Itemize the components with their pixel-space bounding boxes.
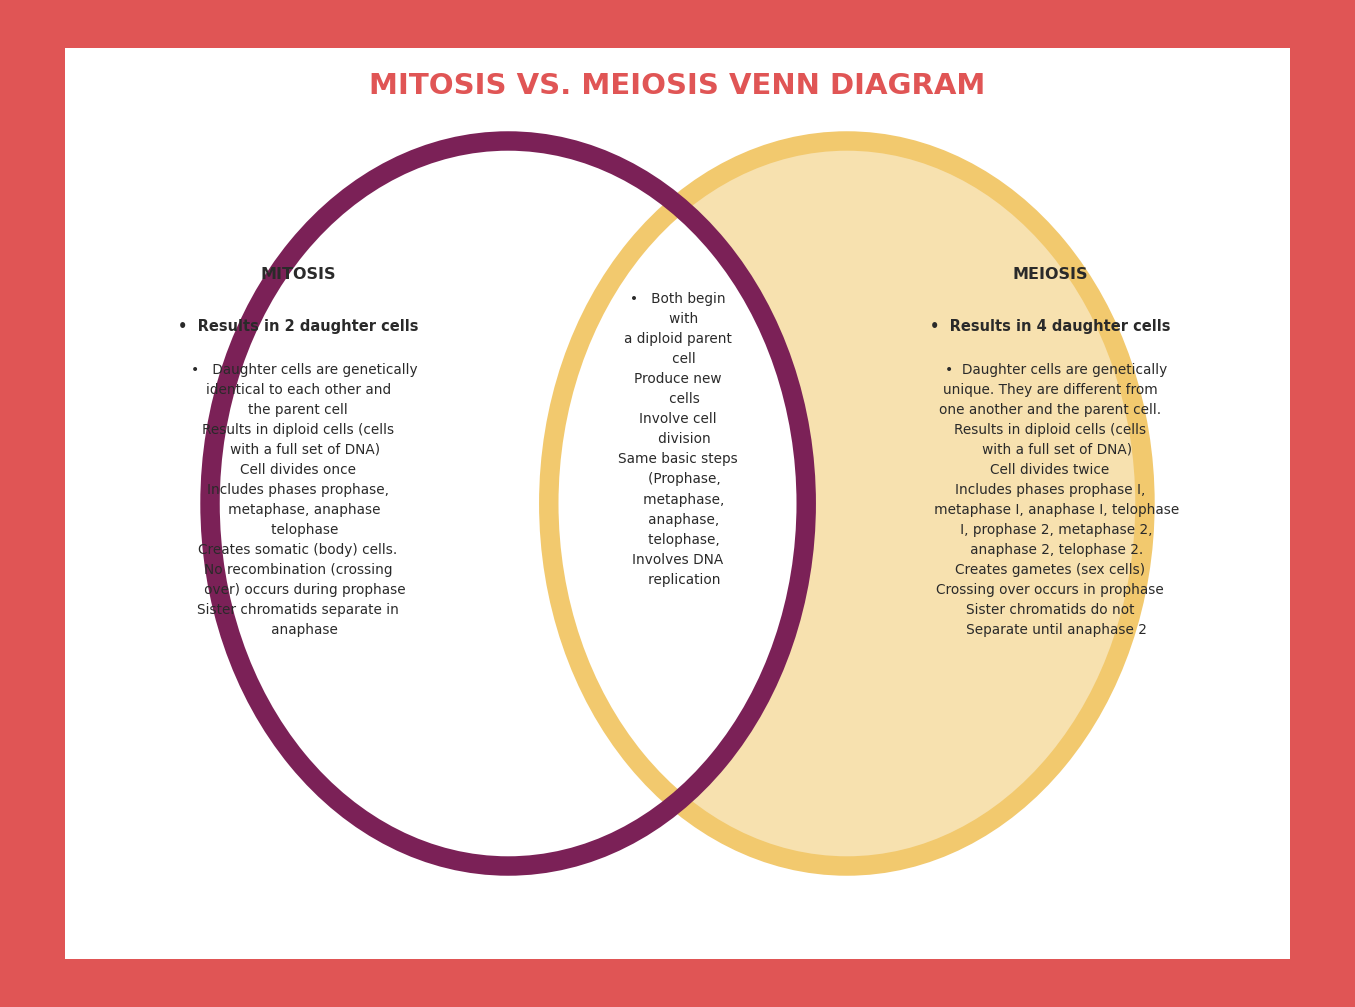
Text: MITOSIS VS. MEIOSIS VENN DIAGRAM: MITOSIS VS. MEIOSIS VENN DIAGRAM — [370, 71, 985, 100]
Text: •   Both begin
   with
a diploid parent
   cell
Produce new
   cells
Involve cel: • Both begin with a diploid parent cell … — [618, 292, 737, 587]
Ellipse shape — [549, 141, 1145, 866]
Text: •  Daughter cells are genetically
unique. They are different from
one another an: • Daughter cells are genetically unique.… — [921, 363, 1179, 637]
Text: •  Results in 4 daughter cells: • Results in 4 daughter cells — [930, 319, 1171, 334]
Text: MEIOSIS: MEIOSIS — [1012, 267, 1088, 282]
Text: •  Results in 2 daughter cells: • Results in 2 daughter cells — [178, 319, 419, 334]
Text: •   Daughter cells are genetically
identical to each other and
the parent cell
R: • Daughter cells are genetically identic… — [179, 363, 417, 637]
Text: MITOSIS: MITOSIS — [260, 267, 336, 282]
Ellipse shape — [210, 141, 806, 866]
